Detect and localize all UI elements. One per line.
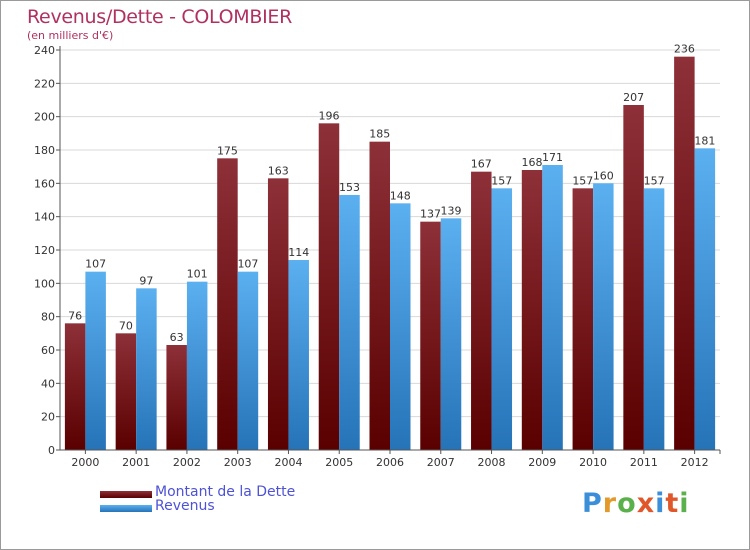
x-tick-label: 2005 <box>325 456 353 469</box>
bar-dette <box>64 323 86 450</box>
data-label-dette: 175 <box>217 144 238 157</box>
data-label-dette: 157 <box>572 174 593 187</box>
data-label-dette: 236 <box>674 43 695 56</box>
bar-dette <box>471 171 492 450</box>
bar-dette <box>217 158 238 451</box>
data-label-revenus: 114 <box>288 246 309 259</box>
legend-label-dette: Montant de la Dette <box>155 484 296 500</box>
data-label-dette: 137 <box>420 208 441 221</box>
y-tick-label: 120 <box>34 244 55 257</box>
x-tick-label: 2012 <box>681 456 709 469</box>
axes-layer: 0 20 40 60 80 100 120 140 160 180 200 220 240 2000 200… <box>34 44 721 469</box>
bar-revenus <box>237 271 259 450</box>
legend-label-revenus: Revenus <box>155 498 215 514</box>
bar-dette <box>115 333 137 450</box>
data-label-dette: 163 <box>268 164 289 177</box>
x-tick-label: 2000 <box>71 456 99 469</box>
bar-revenus <box>440 218 462 450</box>
y-tick-label: 240 <box>34 44 55 57</box>
data-label-dette: 70 <box>119 319 133 332</box>
x-tick-label: 2002 <box>173 456 201 469</box>
logo-letter: P <box>582 488 603 519</box>
bar-revenus <box>390 203 411 450</box>
x-tick-label: 2008 <box>478 456 506 469</box>
y-tick-label: 200 <box>34 111 55 124</box>
data-label-revenus: 107 <box>85 258 106 271</box>
data-label-dette: 196 <box>318 109 339 122</box>
bar-dette <box>623 105 644 450</box>
bar-revenus <box>542 165 563 450</box>
data-label-revenus: 171 <box>542 151 563 164</box>
data-label-dette: 168 <box>522 156 543 169</box>
x-tick-label: 2001 <box>122 456 150 469</box>
bar-revenus <box>593 183 614 451</box>
logo-letter: i <box>655 488 666 519</box>
bar-revenus <box>339 195 360 450</box>
bar-revenus <box>85 271 106 450</box>
x-tick-label: 2009 <box>528 456 556 469</box>
bar-revenus <box>491 188 513 451</box>
y-tick-label: 180 <box>34 144 55 157</box>
chart-title: Revenus/Dette - COLOMBIER <box>27 6 293 28</box>
data-label-revenus: 101 <box>187 268 208 281</box>
data-label-revenus: 139 <box>441 204 462 217</box>
logo-letter: o <box>617 488 637 519</box>
legend-swatch-revenus <box>100 505 152 512</box>
chart-subtitle: (en milliers d'€) <box>27 29 114 42</box>
labels-layer: 76 107 70 97 63 101 175 107 163 114 196 153 185 148 13… <box>68 43 715 344</box>
bar-dette <box>674 56 695 451</box>
bars-layer <box>64 56 716 451</box>
legend-swatch-dette <box>100 491 152 498</box>
bar-dette <box>267 178 289 451</box>
y-tick-label: 0 <box>48 444 55 457</box>
data-label-dette: 207 <box>623 91 644 104</box>
x-tick-label: 2004 <box>274 456 302 469</box>
data-label-dette: 76 <box>68 309 82 322</box>
logo-letter: x <box>636 488 656 519</box>
x-tick-label: 2011 <box>630 456 658 469</box>
bar-dette <box>369 141 390 450</box>
bar-dette <box>420 221 441 450</box>
data-label-revenus: 157 <box>644 174 665 187</box>
y-tick-label: 140 <box>34 211 55 224</box>
bar-dette <box>521 170 543 450</box>
bar-revenus <box>643 188 665 451</box>
data-label-revenus: 157 <box>491 174 512 187</box>
data-label-revenus: 148 <box>390 189 411 202</box>
y-tick-label: 160 <box>34 177 55 190</box>
x-tick-label: 2006 <box>376 456 404 469</box>
bar-revenus <box>186 281 208 450</box>
data-label-dette: 167 <box>471 158 492 171</box>
bar-dette <box>166 345 187 450</box>
data-label-revenus: 97 <box>139 274 153 287</box>
y-tick-label: 220 <box>34 77 55 90</box>
data-label-revenus: 107 <box>237 258 258 271</box>
logo-letter: t <box>665 488 680 519</box>
data-label-dette: 185 <box>369 128 390 141</box>
y-tick-label: 100 <box>34 277 55 290</box>
proxiti-logo: Proxiti <box>582 488 690 519</box>
bar-revenus <box>694 148 716 451</box>
x-tick-label: 2003 <box>224 456 252 469</box>
data-label-dette: 63 <box>170 331 184 344</box>
y-tick-label: 20 <box>41 411 55 424</box>
data-label-revenus: 160 <box>593 169 614 182</box>
x-tick-label: 2007 <box>427 456 455 469</box>
logo-letter: i <box>679 488 690 519</box>
y-tick-label: 60 <box>41 344 55 357</box>
bar-revenus <box>136 288 157 450</box>
y-tick-label: 40 <box>41 377 55 390</box>
data-label-revenus: 181 <box>694 134 715 147</box>
bar-dette <box>318 123 340 450</box>
data-label-revenus: 153 <box>339 181 360 194</box>
bar-dette <box>572 188 594 451</box>
y-tick-label: 80 <box>41 311 55 324</box>
logo-letter: r <box>602 488 618 519</box>
x-tick-label: 2010 <box>579 456 607 469</box>
bar-revenus <box>288 260 309 450</box>
